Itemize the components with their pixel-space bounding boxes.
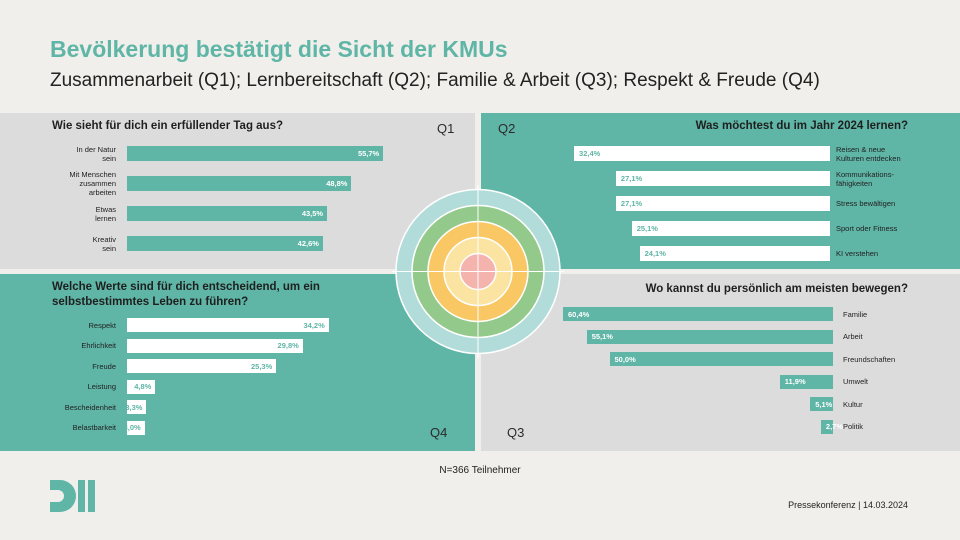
q4-value-label: 25,3% <box>250 361 273 371</box>
q2-category-label: KI verstehen <box>836 249 879 258</box>
q4-value-label: 34,2% <box>303 320 325 330</box>
q3-category-label: Umwelt <box>843 377 869 386</box>
quadrant-q1: Wie sieht für dich ein erfüllender Tag a… <box>0 113 475 269</box>
q4-bar <box>127 400 147 414</box>
q3-question: Wo kannst du persönlich am meisten beweg… <box>645 283 908 295</box>
quadrant-q2: Was möchtest du im Jahr 2024 lernen? Q2 … <box>481 113 960 269</box>
q2-category-label: Sport oder Fitness <box>836 224 898 233</box>
q3-bar <box>810 397 833 411</box>
q4-value-label: 3,0% <box>123 423 141 432</box>
q1-question: Wie sieht für dich ein erfüllender Tag a… <box>52 120 283 132</box>
q3-category-label: Politik <box>843 422 864 431</box>
q1-value-label: 55,7% <box>357 149 380 158</box>
q2-category-label: Stress bewältigen <box>836 199 896 208</box>
q2-bar <box>639 246 830 261</box>
q4-category-label: Leistung <box>87 382 116 391</box>
page-title: Bevölkerung bestätigt die Sicht der KMUs <box>50 36 508 62</box>
q1-bar <box>127 176 352 191</box>
q3-bar <box>820 419 833 434</box>
q3-value-label: 60,4% <box>568 309 590 319</box>
q3-label: Q3 <box>507 425 525 440</box>
q3-category-label: Arbeit <box>843 332 863 341</box>
q2-category-label: Kommunikations-fähigkeiten <box>836 169 894 188</box>
q4-label: Q4 <box>430 425 448 440</box>
q4-value-label: 3,3% <box>125 402 143 412</box>
q4-value-label: 29,8% <box>277 341 299 350</box>
q1-label: Q1 <box>437 121 455 136</box>
company-logo <box>50 480 95 512</box>
q3-value-label: 5,1% <box>815 399 833 409</box>
q2-question: Was möchtest du im Jahr 2024 lernen? <box>695 120 908 132</box>
q3-category-label: Freundschaften <box>843 354 896 364</box>
q1-value-label: 42,6% <box>297 239 319 248</box>
q3-category-label: Familie <box>843 309 868 319</box>
q4-category-label: Bescheidenheit <box>64 402 116 412</box>
sample-size-note: N=366 Teilnehmer <box>439 465 521 476</box>
q2-value-label: 32,4% <box>579 149 601 158</box>
q3-value-label: 11,9% <box>784 377 806 386</box>
q4-category-label: Belastbarkeit <box>72 423 116 432</box>
q4-category-label: Ehrlichkeit <box>81 341 116 350</box>
q3-bar <box>563 307 833 321</box>
q2-bar <box>615 171 830 186</box>
q1-bar <box>127 236 323 251</box>
q4-bar <box>127 338 303 353</box>
q3-bar <box>609 352 833 366</box>
q3-bar <box>779 374 833 389</box>
page-subtitle: Zusammenarbeit (Q1); Lernbereitschaft (Q… <box>50 70 820 91</box>
q4-bar <box>127 318 329 332</box>
q4-value-label: 4,8% <box>134 382 152 391</box>
q3-value-label: 50,0% <box>614 354 636 364</box>
q1-category-label: Kreativ sein <box>92 234 116 253</box>
q2-bar <box>615 196 830 211</box>
quadrant-q4: Welche Werte sind für dich entscheidend,… <box>0 274 475 451</box>
q1-category-label: Etwas lernen <box>95 204 116 223</box>
q3-value-label: 55,1% <box>591 332 613 341</box>
q1-bar <box>127 146 384 161</box>
q4-category-label: Freude <box>92 361 116 371</box>
q2-value-label: 25,1% <box>636 224 658 233</box>
q1-category-label: In der Natur sein <box>76 144 116 163</box>
q4-category-label: Respekt <box>88 320 116 330</box>
q2-value-label: 27,1% <box>620 199 643 208</box>
q3-category-label: Kultur <box>843 399 863 409</box>
q1-value-label: 48,8% <box>326 179 348 188</box>
q3-value-label: 2,7% <box>825 422 844 431</box>
q2-category-label: Reisen & neue Kulturen entdecken <box>836 144 901 163</box>
q2-bar <box>631 221 830 236</box>
q2-value-label: 24,1% <box>644 249 666 258</box>
q3-bar <box>586 329 833 344</box>
q2-label: Q2 <box>498 121 516 136</box>
q4-bar <box>127 420 145 435</box>
q2-bar <box>574 146 830 161</box>
q1-value-label: 43,5% <box>301 209 324 218</box>
q1-category-label: Mit Menschen zusammen arbeiten <box>69 170 116 197</box>
q2-value-label: 27,1% <box>620 174 643 183</box>
q1-bar <box>127 206 328 221</box>
q4-question: Welche Werte sind für dich entscheidend,… <box>52 281 320 308</box>
q4-bar <box>127 359 277 373</box>
q4-bar <box>127 379 156 394</box>
quadrant-q3: Wo kannst du persönlich am meisten beweg… <box>481 274 960 451</box>
press-conference-date: Pressekonferenz | 14.03.2024 <box>788 500 908 510</box>
